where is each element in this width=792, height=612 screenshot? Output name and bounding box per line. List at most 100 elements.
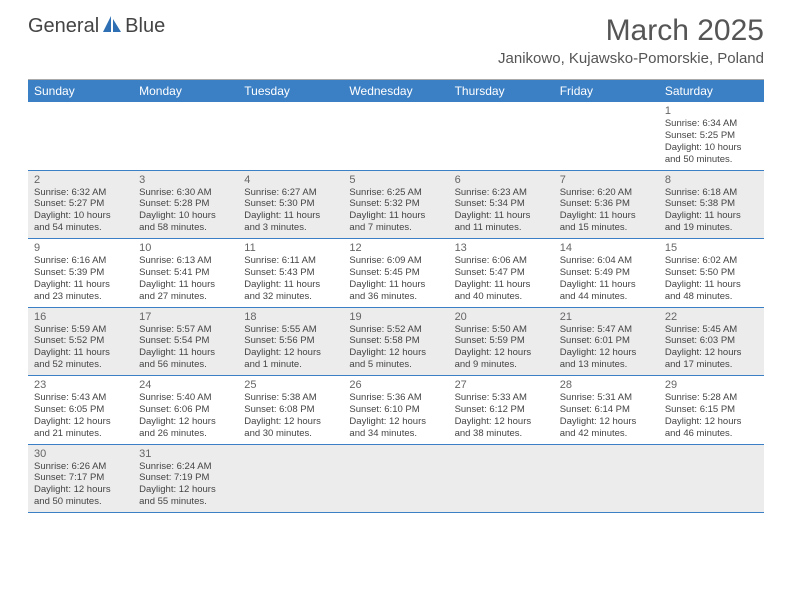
brand-name-part1: General (28, 15, 99, 38)
day-number: 10 (139, 242, 232, 254)
calendar-day: 24Sunrise: 5:40 AMSunset: 6:06 PMDayligh… (133, 376, 238, 444)
calendar-day (133, 102, 238, 170)
title-block: March 2025 Janikowo, Kujawsko-Pomorskie,… (498, 14, 764, 67)
day-detail: Sunset: 5:54 PM (139, 335, 232, 347)
calendar-week: 23Sunrise: 5:43 AMSunset: 6:05 PMDayligh… (28, 376, 764, 445)
day-number: 20 (455, 311, 548, 323)
day-detail: and 54 minutes. (34, 222, 127, 234)
day-detail: Sunset: 5:32 PM (349, 198, 442, 210)
calendar-day: 12Sunrise: 6:09 AMSunset: 5:45 PMDayligh… (343, 239, 448, 307)
day-detail: and 15 minutes. (560, 222, 653, 234)
day-detail: and 44 minutes. (560, 291, 653, 303)
day-number: 1 (665, 105, 758, 117)
day-detail: Sunset: 5:50 PM (665, 267, 758, 279)
calendar-day (554, 102, 659, 170)
day-number: 2 (34, 174, 127, 186)
day-detail: Sunset: 6:14 PM (560, 404, 653, 416)
day-detail: Sunset: 5:30 PM (244, 198, 337, 210)
day-detail: Sunrise: 5:50 AM (455, 324, 548, 336)
calendar-day: 27Sunrise: 5:33 AMSunset: 6:12 PMDayligh… (449, 376, 554, 444)
day-detail: Sunrise: 6:11 AM (244, 255, 337, 267)
day-detail: and 34 minutes. (349, 428, 442, 440)
day-detail: Daylight: 11 hours (665, 210, 758, 222)
calendar: SundayMondayTuesdayWednesdayThursdayFrid… (28, 79, 764, 513)
day-detail: Sunrise: 6:27 AM (244, 187, 337, 199)
weekday-header: Saturday (659, 80, 764, 102)
day-number: 9 (34, 242, 127, 254)
day-detail: and 50 minutes. (665, 154, 758, 166)
day-detail: Sunrise: 5:47 AM (560, 324, 653, 336)
day-detail: Daylight: 12 hours (560, 416, 653, 428)
day-detail: and 48 minutes. (665, 291, 758, 303)
day-detail: Sunrise: 6:24 AM (139, 461, 232, 473)
day-detail: Daylight: 12 hours (244, 347, 337, 359)
calendar-day: 31Sunrise: 6:24 AMSunset: 7:19 PMDayligh… (133, 445, 238, 513)
day-detail: Sunset: 5:59 PM (455, 335, 548, 347)
day-detail: and 21 minutes. (34, 428, 127, 440)
calendar-day: 11Sunrise: 6:11 AMSunset: 5:43 PMDayligh… (238, 239, 343, 307)
day-detail: and 52 minutes. (34, 359, 127, 371)
day-detail: Sunrise: 6:16 AM (34, 255, 127, 267)
day-detail: Daylight: 10 hours (34, 210, 127, 222)
day-number: 28 (560, 379, 653, 391)
day-number: 31 (139, 448, 232, 460)
day-detail: Sunset: 6:05 PM (34, 404, 127, 416)
day-detail: Daylight: 11 hours (244, 279, 337, 291)
day-detail: Daylight: 12 hours (34, 416, 127, 428)
day-detail: Sunset: 5:58 PM (349, 335, 442, 347)
calendar-week: 30Sunrise: 6:26 AMSunset: 7:17 PMDayligh… (28, 445, 764, 514)
day-detail: Sunset: 5:45 PM (349, 267, 442, 279)
calendar-day (449, 102, 554, 170)
day-detail: Daylight: 12 hours (665, 347, 758, 359)
day-number: 27 (455, 379, 548, 391)
day-detail: Sunset: 5:52 PM (34, 335, 127, 347)
day-number: 17 (139, 311, 232, 323)
day-detail: Daylight: 11 hours (34, 279, 127, 291)
day-detail: and 7 minutes. (349, 222, 442, 234)
day-detail: and 11 minutes. (455, 222, 548, 234)
weekday-header: Tuesday (238, 80, 343, 102)
day-detail: Daylight: 12 hours (349, 347, 442, 359)
calendar-day: 18Sunrise: 5:55 AMSunset: 5:56 PMDayligh… (238, 308, 343, 376)
calendar-day: 5Sunrise: 6:25 AMSunset: 5:32 PMDaylight… (343, 171, 448, 239)
weekday-header: Monday (133, 80, 238, 102)
day-detail: and 56 minutes. (139, 359, 232, 371)
day-detail: Daylight: 11 hours (455, 279, 548, 291)
calendar-day: 13Sunrise: 6:06 AMSunset: 5:47 PMDayligh… (449, 239, 554, 307)
day-detail: Sunset: 5:56 PM (244, 335, 337, 347)
day-detail: Daylight: 11 hours (349, 210, 442, 222)
calendar-week: 9Sunrise: 6:16 AMSunset: 5:39 PMDaylight… (28, 239, 764, 308)
day-detail: Daylight: 12 hours (139, 484, 232, 496)
day-detail: Sunset: 5:34 PM (455, 198, 548, 210)
day-number: 18 (244, 311, 337, 323)
day-detail: Sunrise: 6:20 AM (560, 187, 653, 199)
calendar-week: 2Sunrise: 6:32 AMSunset: 5:27 PMDaylight… (28, 171, 764, 240)
calendar-day: 20Sunrise: 5:50 AMSunset: 5:59 PMDayligh… (449, 308, 554, 376)
day-detail: Daylight: 11 hours (560, 279, 653, 291)
day-number: 22 (665, 311, 758, 323)
day-number: 14 (560, 242, 653, 254)
location-subtitle: Janikowo, Kujawsko-Pomorskie, Poland (498, 50, 764, 67)
day-detail: and 23 minutes. (34, 291, 127, 303)
day-detail: Sunrise: 6:02 AM (665, 255, 758, 267)
day-detail: Sunset: 5:27 PM (34, 198, 127, 210)
sail-icon (101, 14, 123, 39)
day-detail: Sunrise: 6:13 AM (139, 255, 232, 267)
day-detail: Daylight: 11 hours (139, 347, 232, 359)
day-detail: Daylight: 11 hours (349, 279, 442, 291)
day-detail: Daylight: 12 hours (560, 347, 653, 359)
day-number: 5 (349, 174, 442, 186)
calendar-day: 19Sunrise: 5:52 AMSunset: 5:58 PMDayligh… (343, 308, 448, 376)
day-detail: Sunrise: 5:38 AM (244, 392, 337, 404)
calendar-day (449, 445, 554, 513)
day-detail: Sunrise: 6:09 AM (349, 255, 442, 267)
day-detail: Sunset: 7:19 PM (139, 472, 232, 484)
day-detail: and 50 minutes. (34, 496, 127, 508)
calendar-day: 22Sunrise: 5:45 AMSunset: 6:03 PMDayligh… (659, 308, 764, 376)
day-detail: Daylight: 12 hours (34, 484, 127, 496)
day-detail: Daylight: 11 hours (139, 279, 232, 291)
calendar-week: 1Sunrise: 6:34 AMSunset: 5:25 PMDaylight… (28, 102, 764, 171)
day-detail: Sunrise: 6:34 AM (665, 118, 758, 130)
calendar-day: 21Sunrise: 5:47 AMSunset: 6:01 PMDayligh… (554, 308, 659, 376)
day-detail: and 55 minutes. (139, 496, 232, 508)
